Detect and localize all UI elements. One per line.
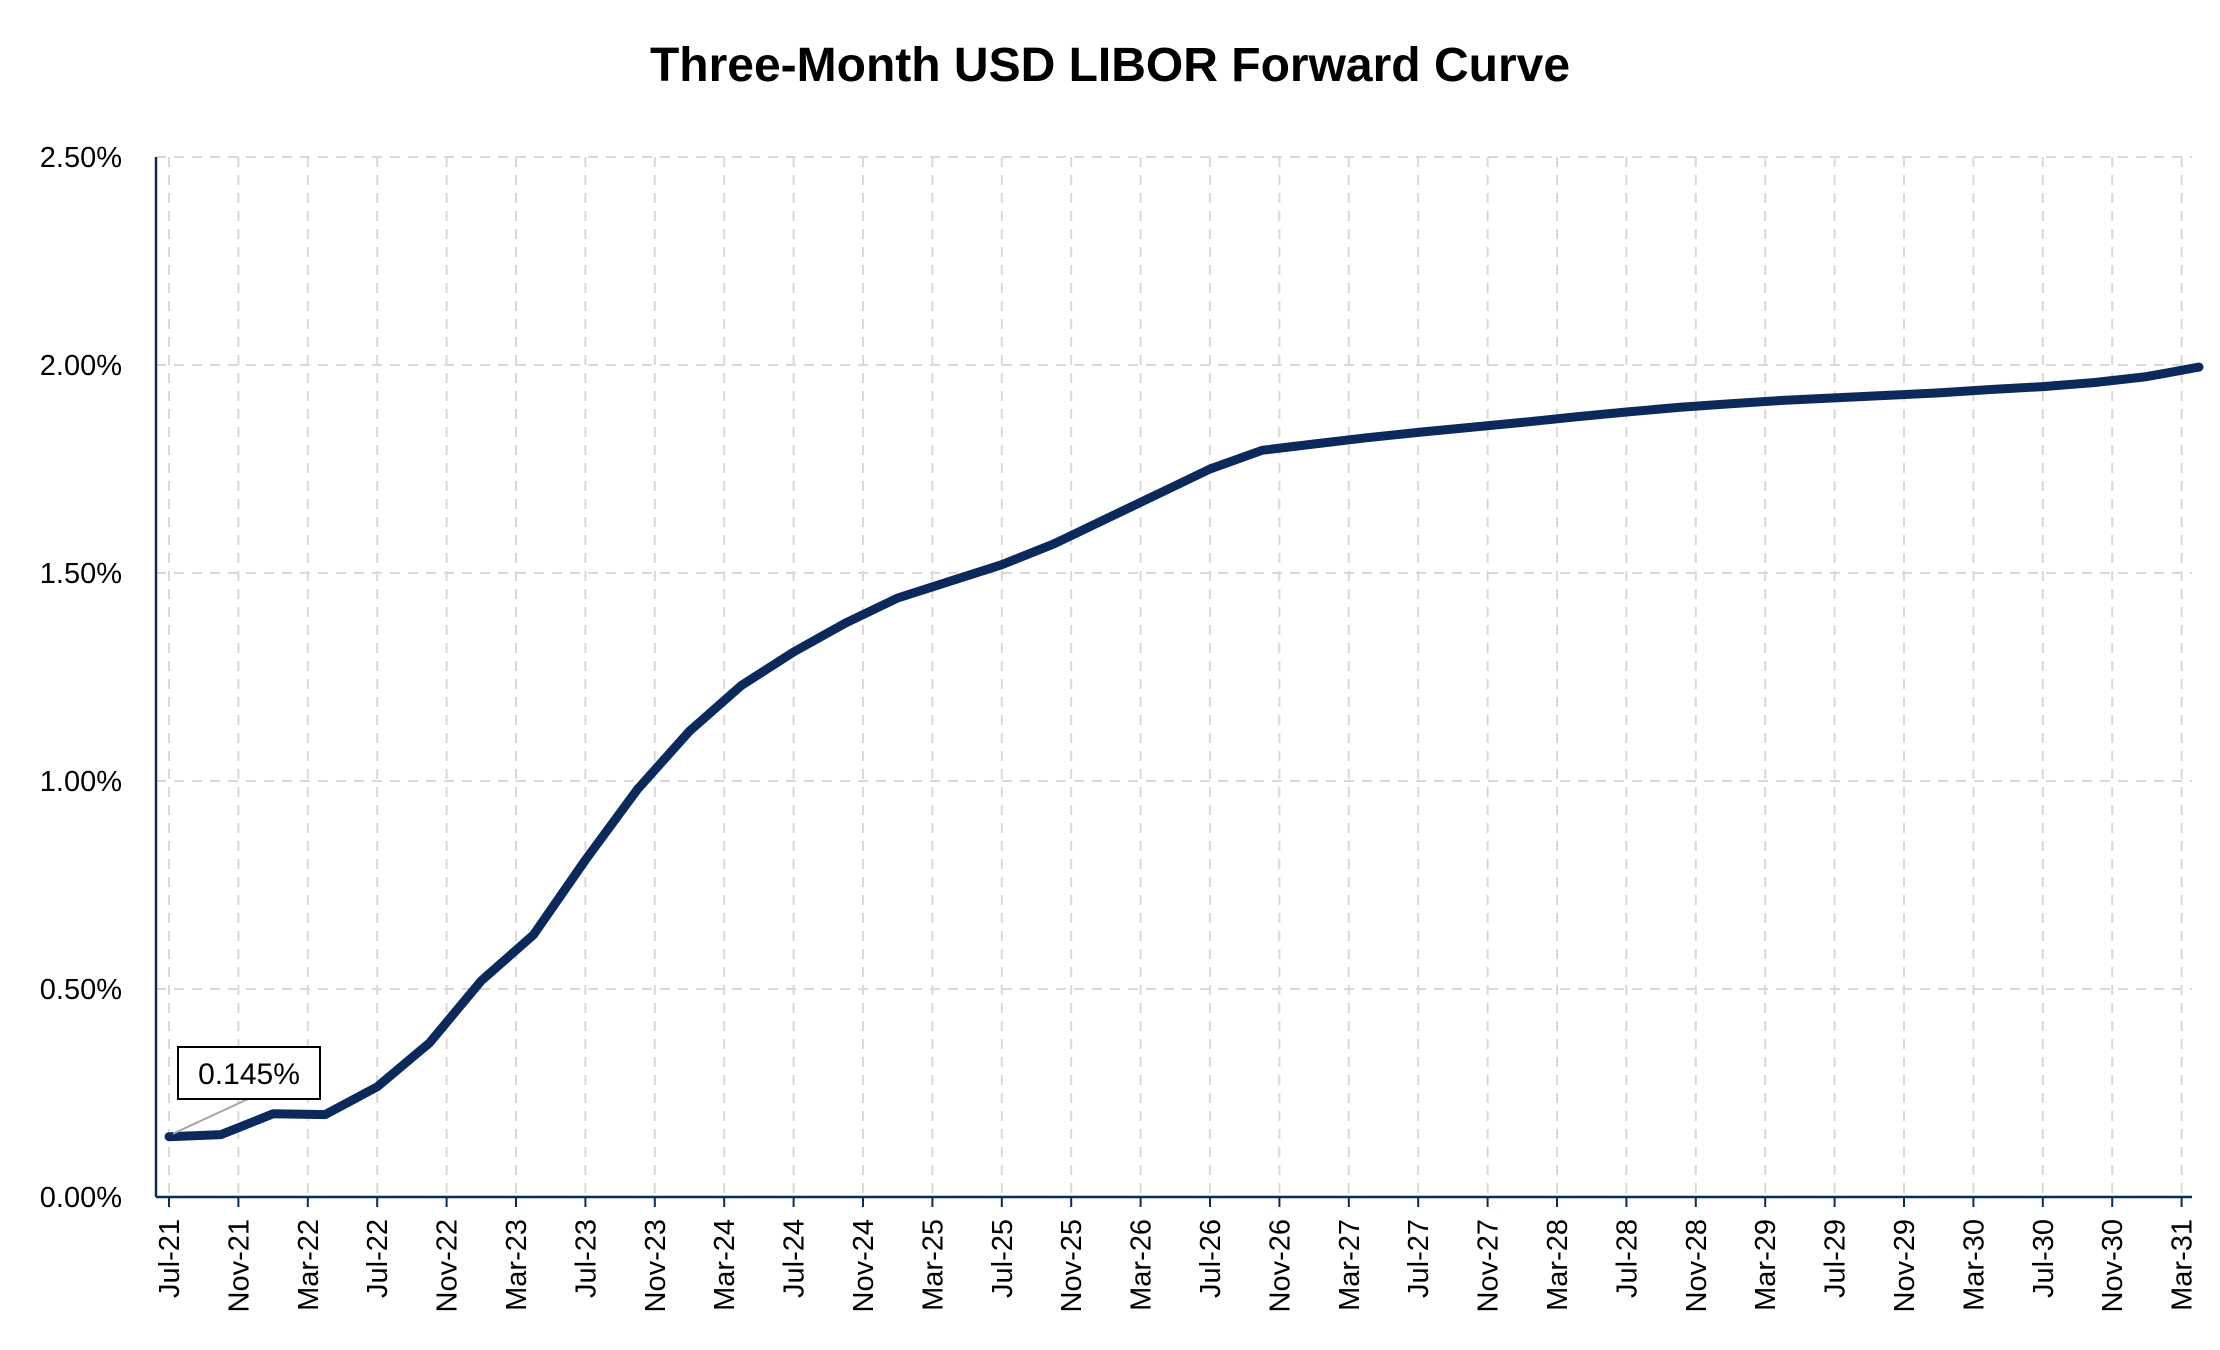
x-tick-label: Mar-22 <box>293 1219 325 1311</box>
x-tick-label: Jul-29 <box>1820 1219 1852 1298</box>
y-tick-label: 1.00% <box>40 766 122 798</box>
x-tick-label: Mar-25 <box>917 1219 949 1311</box>
x-tick-label: Jul-23 <box>570 1219 602 1298</box>
x-tick-label: Mar-30 <box>1958 1219 1990 1311</box>
x-tick-label: Jul-27 <box>1403 1219 1435 1298</box>
y-axis-ticks: 0.00% 0.50% 1.00% 1.50% 2.00% 2.50% <box>40 142 122 1214</box>
x-tick-label: Jul-21 <box>154 1219 186 1298</box>
series-line <box>164 362 2204 1142</box>
x-tick-label: Jul-22 <box>362 1219 394 1298</box>
y-tick-label: 1.50% <box>40 558 122 590</box>
x-tick-label: Jul-26 <box>1195 1219 1227 1298</box>
x-tick-label: Mar-27 <box>1334 1219 1366 1311</box>
x-tick-label: Mar-28 <box>1542 1219 1574 1311</box>
y-tick-label: 2.00% <box>40 350 122 382</box>
x-tick-label: Mar-23 <box>501 1219 533 1311</box>
x-axis-ticks: Jul-21 Nov-21 Mar-22 Jul-22 Nov-22 Mar-23 Jul-… <box>154 1219 2199 1313</box>
axes <box>154 157 2192 1207</box>
x-tick-label: Mar-24 <box>709 1219 741 1311</box>
x-tick-label: Jul-25 <box>987 1219 1019 1298</box>
x-tick-label: Nov-26 <box>1264 1219 1296 1313</box>
x-tick-label: Jul-24 <box>779 1219 811 1298</box>
x-tick-label: Nov-23 <box>640 1219 672 1313</box>
x-tick-label: Nov-25 <box>1056 1219 1088 1313</box>
x-tick-label: Nov-27 <box>1473 1219 1505 1313</box>
callout-box <box>177 1046 321 1100</box>
callout-label: 0.145% <box>198 1058 300 1091</box>
x-tick-label: Nov-28 <box>1681 1219 1713 1313</box>
y-tick-label: 0.50% <box>40 974 122 1006</box>
callout-leader <box>172 1098 249 1135</box>
x-tick-label: Nov-22 <box>432 1219 464 1313</box>
grid-lines <box>156 156 2192 1197</box>
annotations: 0.145% <box>172 1046 321 1135</box>
x-tick-label: Nov-29 <box>1889 1219 1921 1313</box>
x-tick-label: Mar-26 <box>1126 1219 1158 1311</box>
x-tick-label: Nov-21 <box>223 1219 255 1313</box>
x-tick-label: Jul-28 <box>1611 1219 1643 1298</box>
series-lines <box>164 362 2204 1142</box>
chart-title: Three-Month USD LIBOR Forward Curve <box>649 39 1571 92</box>
x-tick-label: Jul-30 <box>2028 1219 2060 1298</box>
x-tick-label: Nov-30 <box>2097 1219 2129 1313</box>
y-tick-label: 0.00% <box>40 1182 122 1214</box>
x-tick-label: Mar-29 <box>1750 1219 1782 1311</box>
y-tick-label: 2.50% <box>40 142 122 174</box>
x-tick-label: Nov-24 <box>848 1219 880 1313</box>
x-tick-label: Mar-31 <box>2167 1219 2199 1311</box>
